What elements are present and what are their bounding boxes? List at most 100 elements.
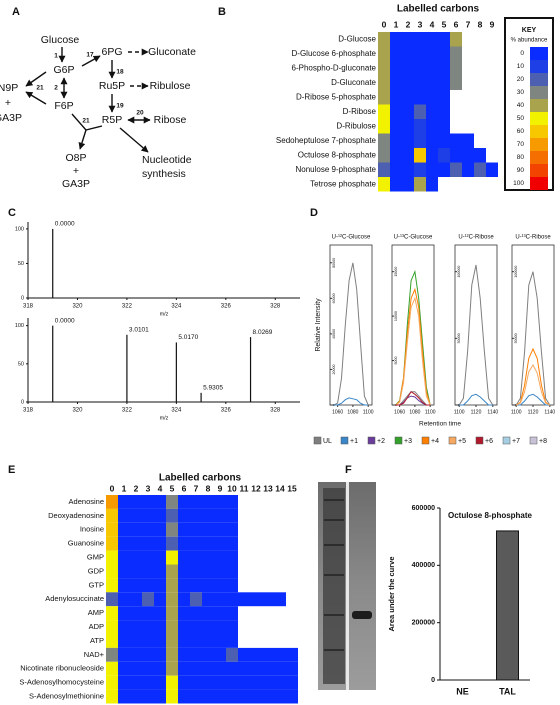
heatmap-cell	[166, 592, 178, 607]
x-tick-label: 1080	[409, 409, 420, 415]
heatmap-cell	[178, 536, 190, 551]
pathway-enzyme-label: 21	[36, 85, 44, 92]
key-label: 100	[513, 180, 524, 187]
heatmap-cell	[130, 689, 142, 704]
heatmap-cell	[202, 550, 214, 565]
y-tick-label: 100	[15, 226, 24, 232]
heatmap-cell	[414, 133, 426, 148]
heatmap-cell	[286, 675, 298, 690]
heatmap-cell	[414, 104, 426, 119]
heatmap-cell	[402, 162, 414, 177]
key-title: KEY	[522, 27, 537, 34]
key-swatch	[530, 177, 548, 190]
heatmap-cell	[142, 661, 154, 676]
heatmap-cell	[414, 61, 426, 76]
y-tick-label: 15000	[394, 267, 398, 277]
x-tick-label: 1100	[511, 409, 522, 415]
heatmap-cell	[202, 522, 214, 537]
heatmap-title: Labelled carbons	[159, 473, 242, 484]
row-label: D-Ribose	[343, 107, 377, 116]
subplot-title: U-¹³C-Ribose	[515, 235, 551, 241]
heatmap-cell	[474, 148, 486, 163]
heatmap-cell	[414, 119, 426, 134]
x-axis-label: m/z	[160, 311, 169, 317]
row-label: Adenosine	[69, 497, 104, 506]
row-label: Octulose 8-phosphate	[298, 150, 377, 159]
heatmap-cell	[414, 75, 426, 90]
pathway-node: synthesis	[142, 168, 186, 180]
heatmap-cell	[214, 578, 226, 593]
row-label: D-Glucose 6-phosphate	[292, 49, 377, 58]
row-label: 6-Phospho-D-gluconate	[292, 63, 377, 72]
heatmap-cell	[106, 508, 118, 523]
heatmap-cell	[142, 495, 154, 509]
heatmap-cell	[426, 119, 438, 134]
heatmap-cell	[286, 647, 298, 662]
heatmap-cell	[262, 592, 274, 607]
heatmap-cell	[154, 536, 166, 551]
heatmap-cell	[250, 592, 262, 607]
y-tick-label: 50000	[457, 333, 461, 343]
pathway-arrow	[78, 129, 87, 150]
heatmap-cell	[226, 495, 238, 509]
heatmap-cell	[390, 162, 402, 177]
x-tick-label: 318	[23, 304, 34, 310]
heatmap-cell	[226, 675, 238, 690]
peak-label: 3.0101	[129, 327, 149, 334]
heatmap-cell	[390, 90, 402, 105]
key-swatch	[530, 99, 548, 112]
heatmap-cell	[166, 689, 178, 704]
heatmap-cell	[190, 536, 202, 551]
y-tick-label: 200000	[412, 620, 435, 627]
heatmap-cell	[226, 592, 238, 607]
heatmap-cell	[238, 592, 250, 607]
heatmap-cell	[166, 495, 178, 509]
heatmap-cell	[214, 634, 226, 648]
x-tick-label: 1080	[347, 409, 358, 415]
legend-label: +4	[431, 438, 439, 445]
series-line	[458, 264, 494, 406]
legend-swatch	[367, 436, 376, 445]
column-label: 7	[194, 483, 199, 493]
key-swatch	[530, 138, 548, 151]
heatmap-cell	[190, 508, 202, 523]
key-swatch	[530, 112, 548, 125]
heatmap-cell	[438, 104, 450, 119]
key-label: 10	[517, 63, 525, 70]
heatmap-cell	[414, 46, 426, 61]
y-tick-label: 50	[18, 261, 24, 267]
heatmap-cell	[142, 564, 154, 579]
row-label: ATP	[90, 636, 104, 645]
heatmap-cell	[402, 75, 414, 90]
key-label: 90	[517, 167, 525, 174]
row-label: Inosine	[80, 525, 104, 534]
key-swatch	[530, 73, 548, 86]
heatmap-cell	[118, 620, 130, 634]
heatmap-cell	[450, 32, 462, 47]
heatmap-cell	[154, 689, 166, 704]
legend-swatch	[529, 436, 538, 445]
heatmap-cell	[142, 550, 154, 565]
heatmap-title: Labelled carbons	[397, 4, 480, 15]
heatmap-cell	[118, 675, 130, 690]
heatmap-cell	[402, 61, 414, 76]
peak-label: 8.0269	[253, 329, 273, 336]
x-tick-label: 324	[171, 304, 182, 310]
x-tick-label: 1100	[363, 409, 374, 415]
heatmap-cell	[142, 578, 154, 593]
heatmap-cell	[154, 508, 166, 523]
heatmap-cell	[426, 133, 438, 148]
heatmap-cell	[202, 675, 214, 690]
pathway-arrow	[81, 55, 101, 67]
y-tick-label: 0	[431, 677, 435, 684]
heatmap-cell	[402, 177, 414, 192]
heatmap-cell	[178, 578, 190, 593]
heatmap-cell	[462, 162, 474, 177]
heatmap-cell	[142, 634, 154, 648]
y-tick-label: 60000	[332, 293, 336, 303]
heatmap-cell	[378, 148, 390, 163]
heatmap-cell	[438, 133, 450, 148]
heatmap-cell	[378, 104, 390, 119]
pathway-node: Gluconate	[148, 46, 196, 58]
heatmap-cell	[286, 689, 298, 704]
